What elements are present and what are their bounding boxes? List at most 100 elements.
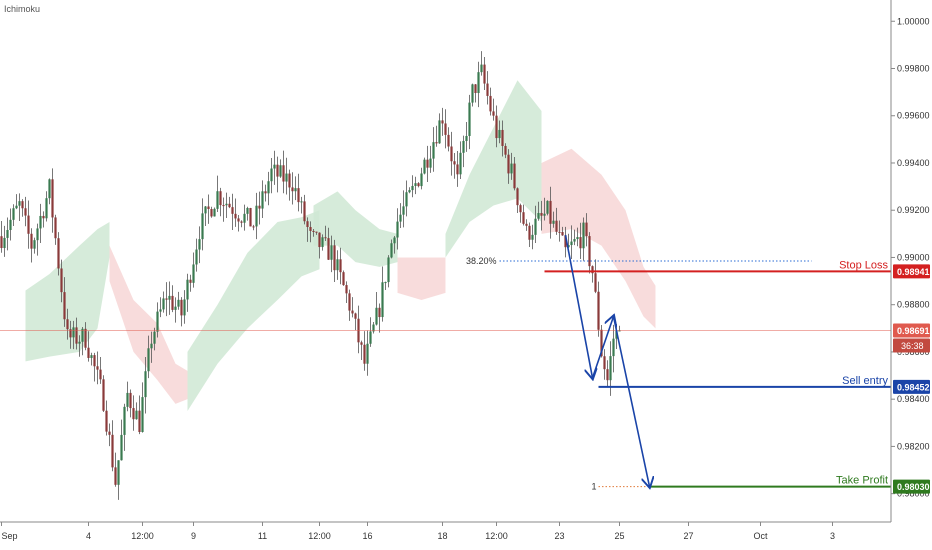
candle-down: [492, 111, 495, 116]
time-tick-label: 3: [830, 531, 835, 541]
candle-up: [117, 460, 120, 485]
candle-up: [150, 343, 153, 349]
candle-up: [390, 243, 393, 258]
candle-up: [6, 229, 9, 238]
candle-down: [525, 223, 528, 226]
candle-up: [18, 201, 21, 206]
candle-up: [273, 164, 276, 169]
levels-group: 38.20% 1 Stop Loss Sell entry Take Profit: [0, 234, 891, 492]
candle-down: [585, 222, 588, 237]
candle-up: [213, 208, 216, 217]
candle-down: [450, 146, 453, 162]
candle-up: [90, 355, 93, 358]
candle-up: [120, 434, 123, 461]
candle-down: [111, 434, 114, 468]
candle-up: [477, 72, 480, 94]
candle-down: [171, 295, 174, 310]
candle-down: [555, 220, 558, 232]
time-tick-label: 25: [614, 531, 624, 541]
candle-up: [387, 257, 390, 283]
candle-down: [21, 201, 24, 209]
candle-down: [129, 392, 132, 409]
candle-up: [609, 356, 612, 381]
candle-up: [36, 228, 39, 241]
cloud-bear-4: [397, 257, 446, 300]
candle-up: [414, 183, 417, 186]
cloud-bear-6: [541, 148, 656, 329]
candle-down: [519, 205, 522, 213]
candle-up: [321, 237, 324, 248]
candle-up: [468, 102, 471, 136]
time-tick-label: 18: [437, 531, 447, 541]
price-tick-label: 0.99000: [897, 252, 930, 262]
candle-up: [3, 237, 6, 249]
candle-down: [606, 369, 609, 381]
candle-up: [198, 239, 201, 250]
time-tick-label: 16: [362, 531, 372, 541]
candle-down: [426, 159, 429, 168]
candle-up: [156, 311, 159, 332]
candle-down: [102, 379, 105, 411]
stop-loss-label: Stop Loss: [839, 259, 888, 271]
candle-up: [246, 208, 249, 214]
candle-down: [288, 173, 291, 188]
candle-up: [618, 330, 621, 332]
candle-down: [108, 431, 111, 435]
countdown-badge: [893, 338, 930, 353]
candle-down: [24, 208, 27, 216]
candle-down: [258, 205, 261, 209]
candle-up: [510, 163, 513, 174]
time-axis-group: Sep 4 12:00 9 11 12:00 16 18 12:00 23 25 27 Oct 3: [0, 521, 891, 541]
indicator-label[interactable]: Ichimoku: [4, 4, 41, 14]
candle-down: [474, 84, 477, 94]
candle-up: [375, 307, 378, 325]
candle-down: [456, 164, 459, 175]
candle-up: [567, 245, 570, 248]
candle-down: [75, 327, 78, 344]
candle-down: [579, 237, 582, 249]
candle-up: [396, 221, 399, 238]
candle-up: [384, 282, 387, 284]
ichimoku-cloud-group: [25, 80, 656, 411]
candle-down: [597, 291, 600, 330]
candle-down: [486, 83, 489, 96]
candle-down: [57, 238, 60, 269]
cloud-bear-1: [109, 245, 188, 404]
candle-down: [348, 293, 351, 311]
candle-down: [309, 227, 312, 231]
candle-up: [537, 213, 540, 219]
time-tick-label: Oct: [753, 531, 768, 541]
candle-down: [603, 356, 606, 370]
candle-down: [588, 236, 591, 267]
candle-up: [399, 214, 402, 222]
cloud-bull-3: [313, 191, 398, 267]
candle-down: [522, 212, 525, 224]
candle-down: [516, 188, 519, 206]
candle-up: [408, 190, 411, 193]
candle-up: [498, 129, 501, 139]
price-tick-label: 0.98800: [897, 300, 930, 310]
candle-up: [552, 220, 555, 224]
candle-up: [300, 201, 303, 203]
stop-loss-badge-text: 0.98941: [897, 267, 930, 277]
sell-entry-label: Sell entry: [842, 375, 888, 387]
price-axis-group: 1.00000 0.99800 0.99600 0.99400 0.99200 0.990…: [890, 0, 932, 550]
candle-up: [576, 237, 579, 240]
candle-up: [153, 331, 156, 344]
candle-down: [444, 123, 447, 135]
time-tick-label: 11: [258, 531, 267, 541]
candle-down: [315, 231, 318, 233]
candle-down: [441, 120, 444, 124]
candle-up: [459, 152, 462, 175]
candle-up: [162, 298, 165, 310]
candle-down: [354, 313, 357, 319]
candle-up: [480, 64, 483, 73]
stop-loss-badge: [893, 264, 930, 279]
candle-up: [195, 249, 198, 265]
price-tick-label: 0.99400: [897, 158, 930, 168]
candle-up: [402, 206, 405, 215]
candle-down: [60, 268, 63, 293]
candle-up: [33, 240, 36, 249]
